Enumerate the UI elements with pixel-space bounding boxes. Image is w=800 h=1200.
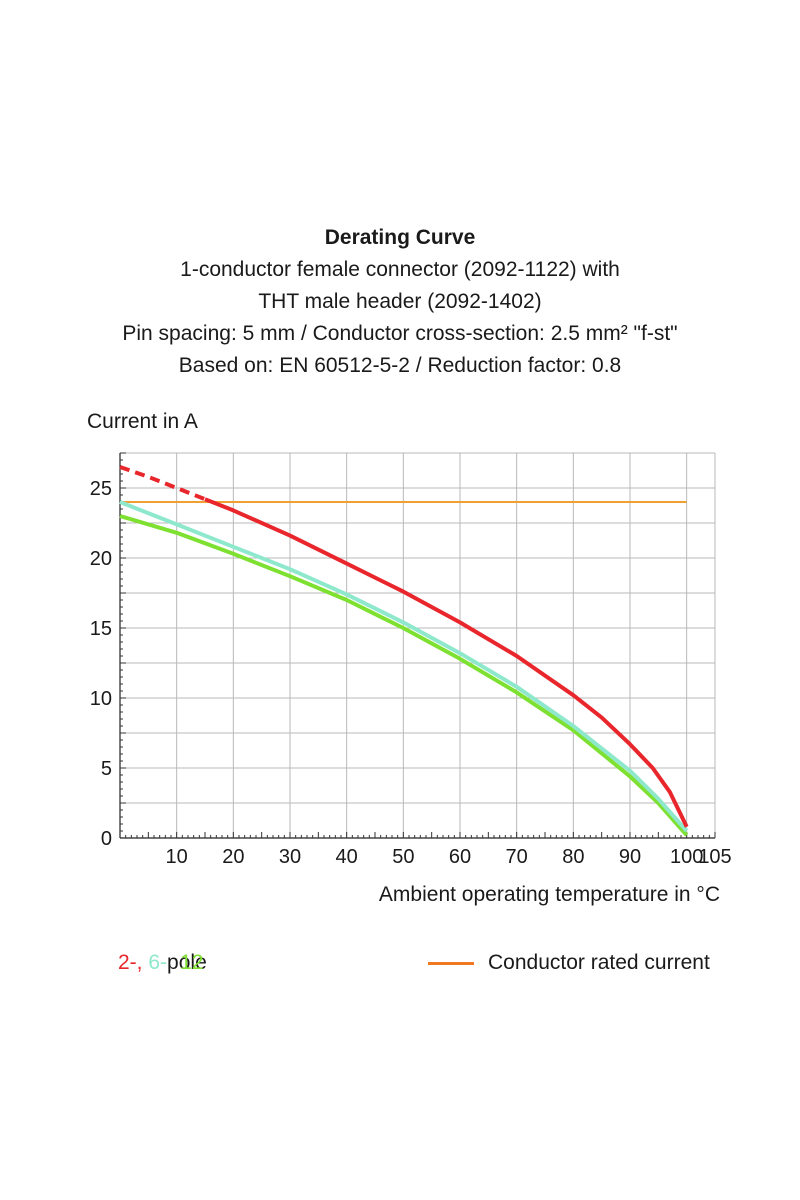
y-tick-label: 20: [90, 548, 112, 570]
subtitle-line-3: Pin spacing: 5 mm / Conductor cross-sect…: [122, 322, 678, 345]
legend-rated-line: [428, 961, 474, 965]
series-12-pole: [119, 514, 689, 837]
subtitle-line-1: 1-conductor female connector (2092-1122)…: [180, 258, 620, 281]
legend-pole: 2-, 6-pole 12: [118, 951, 207, 975]
subtitle-line-4: Based on: EN 60512-5-2 / Reduction facto…: [178, 354, 622, 377]
x-tick-label: 30: [279, 846, 301, 868]
y-tick-label: 0: [101, 828, 112, 850]
legend-rated-label: Conductor rated current: [488, 951, 710, 974]
series-2-pole-dashed: [119, 465, 206, 502]
y-tick-label: 5: [101, 758, 112, 780]
y-tick-label: 15: [90, 618, 112, 640]
series-6-pole: [119, 500, 689, 833]
x-tick-label: 70: [506, 846, 528, 868]
x-tick-label: 105: [698, 846, 731, 868]
legend-12-pole: 12: [180, 951, 204, 974]
chart-title-block: Derating Curve 1-conductor female connec…: [0, 222, 800, 382]
y-tick-label: 10: [90, 688, 112, 710]
series-2-pole: [204, 497, 689, 828]
x-tick-label: 100: [670, 846, 703, 868]
x-tick-label: 20: [222, 846, 244, 868]
x-tick-label: 60: [449, 846, 471, 868]
y-axis-label: Current in A: [87, 410, 198, 433]
x-tick-label: 40: [336, 846, 358, 868]
legend-6-pole: 6-: [148, 951, 168, 974]
legend-rated: Conductor rated current: [428, 951, 710, 975]
chart-title: Derating Curve: [324, 226, 476, 249]
y-tick-label: 25: [90, 478, 112, 500]
x-axis-label: Ambient operating temperature in °C: [378, 883, 720, 906]
x-tick-label: 80: [562, 846, 584, 868]
legend-2-pole: 2-,: [118, 951, 143, 974]
x-tick-label: 90: [619, 846, 641, 868]
x-tick-label: 10: [166, 846, 188, 868]
subtitle-line-2: THT male header (2092-1402): [258, 290, 542, 313]
legend-pole-overlap: pole 12: [167, 951, 207, 975]
x-tick-label: 50: [392, 846, 414, 868]
legend-pole-suffix: pole: [167, 951, 207, 974]
